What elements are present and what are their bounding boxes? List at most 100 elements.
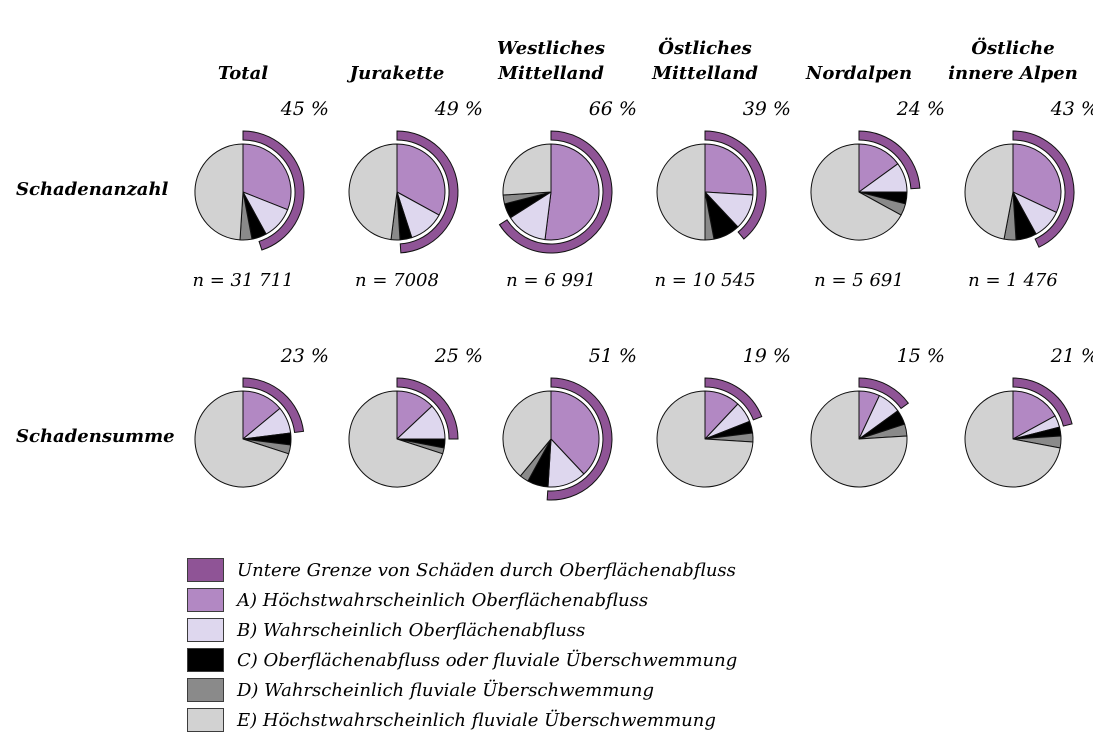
pie-chart: 19 % [633, 345, 791, 511]
lower-bound-arc [396, 377, 459, 440]
pie-cell: 51 % [474, 341, 637, 511]
pie-slice-E [502, 390, 552, 477]
percent-label: 66 % [588, 98, 637, 120]
pie-slice-A [550, 390, 600, 475]
percent-label: 15 % [896, 345, 945, 367]
column-header-line: Östliche [971, 38, 1055, 60]
lower-bound-arc [546, 377, 613, 501]
column-header: Nordalpen [782, 10, 936, 94]
percent-label: 24 % [896, 98, 945, 120]
legend-item: A) Höchstwahrscheinlich Oberflächenabflu… [187, 585, 1093, 615]
legend-label: A) Höchstwahrscheinlich Oberflächenabflu… [237, 589, 649, 611]
pie-svg [194, 130, 305, 251]
pie-cell: 43 % n = 1 476 [936, 94, 1093, 341]
lower-bound-arc [242, 377, 305, 434]
column-header-line: Jurakette [349, 62, 445, 84]
column-header-line: innere Alpen [948, 62, 1078, 84]
legend: Untere Grenze von Schäden durch Oberfläc… [187, 555, 1093, 735]
column-header: Östliches Mittelland [628, 10, 782, 94]
legend-label: E) Höchstwahrscheinlich fluviale Übersch… [237, 709, 716, 731]
pie-slice-E [656, 390, 754, 488]
pie-slice-E [810, 390, 908, 488]
pie-chart: 21 % [941, 345, 1093, 511]
pie-cell: 19 % [628, 341, 791, 511]
pie-cell: 24 % n = 5 691 [782, 94, 945, 341]
legend-label: Untere Grenze von Schäden durch Oberfläc… [237, 559, 736, 581]
n-label: n = 10 545 [654, 270, 756, 291]
pie-svg [656, 377, 763, 488]
pie-svg [810, 130, 921, 241]
legend-label: C) Oberflächenabfluss oder fluviale Über… [237, 649, 738, 671]
n-label: n = 31 711 [192, 270, 294, 291]
pie-svg [656, 130, 767, 241]
pie-cell: 49 % n = 7008 [320, 94, 483, 341]
n-label: n = 1 476 [968, 270, 1058, 291]
pie-slice-A [544, 143, 600, 241]
percent-label: 49 % [434, 98, 483, 120]
pie-slice-A [1012, 143, 1062, 213]
lower-bound-arc [498, 130, 613, 254]
pie-svg [498, 130, 613, 254]
lower-bound-arc [1012, 377, 1073, 427]
column-header-line: Östliches [658, 38, 752, 60]
pie-slice-E [810, 143, 902, 241]
percent-label: 45 % [280, 98, 329, 120]
lower-bound-arc [704, 130, 767, 240]
pie-slice-E [656, 143, 706, 241]
pie-chart: 23 % [171, 345, 329, 511]
pie-svg [348, 130, 459, 254]
pie-svg [348, 377, 459, 488]
percent-label: 19 % [742, 345, 791, 367]
pie-cell: 25 % [320, 341, 483, 511]
pie-chart: 51 % [479, 345, 637, 511]
grid-corner [6, 10, 166, 94]
legend-swatch-B [187, 618, 224, 642]
pie-cell: 15 % [782, 341, 945, 511]
percent-label: 39 % [742, 98, 791, 120]
column-header-line: Nordalpen [805, 62, 913, 84]
legend-swatch-E [187, 708, 224, 732]
pie-chart: 45 % [171, 98, 329, 264]
pie-slice-E [964, 143, 1014, 240]
pie-slice-A [242, 143, 292, 211]
percent-label: 21 % [1050, 345, 1093, 367]
legend-label: B) Wahrscheinlich Oberflächenabfluss [237, 619, 586, 641]
column-header-line: Total [217, 62, 269, 84]
pie-chart: 66 % [479, 98, 637, 264]
pie-slice-E [194, 143, 244, 241]
pie-slice-E [964, 390, 1061, 488]
pie-slice-E [348, 143, 398, 241]
column-header-line: Mittelland [498, 62, 604, 84]
lower-bound-arc [704, 377, 763, 421]
pie-slice-A [1012, 390, 1056, 440]
legend-item: C) Oberflächenabfluss oder fluviale Über… [187, 645, 1093, 675]
row-label: Schadensumme [16, 426, 175, 447]
pie-cell: 23 % [166, 341, 329, 511]
pie-slice-A [396, 143, 446, 216]
chart-grid: Total Jurakette Westliches Mittelland Östlic… [6, 10, 1093, 511]
pie-chart: 43 % [941, 98, 1093, 264]
lower-bound-arc [242, 130, 305, 251]
legend-item: Untere Grenze von Schäden durch Oberfläc… [187, 555, 1093, 585]
pie-cell: 45 % n = 31 711 [166, 94, 329, 341]
pie-svg [964, 130, 1075, 248]
legend-swatch-D [187, 678, 224, 702]
lower-bound-arc [396, 130, 459, 254]
pie-cell: 39 % n = 10 545 [628, 94, 791, 341]
legend-swatch-arc [187, 558, 224, 582]
lower-bound-arc [858, 130, 921, 190]
column-header-line: Mittelland [652, 62, 758, 84]
pie-chart: 25 % [325, 345, 483, 511]
pie-svg [964, 377, 1073, 488]
column-header: Jurakette [320, 10, 474, 94]
pie-svg [502, 377, 613, 501]
column-header: Östliche innere Alpen [936, 10, 1090, 94]
pie-chart: 24 % [787, 98, 945, 264]
legend-swatch-C [187, 648, 224, 672]
legend-item: E) Höchstwahrscheinlich fluviale Übersch… [187, 705, 1093, 735]
percent-label: 51 % [588, 345, 637, 367]
legend-label: D) Wahrscheinlich fluviale Überschwemmun… [237, 679, 655, 701]
pie-slice-E [502, 143, 552, 196]
pie-slice-E [348, 390, 444, 488]
